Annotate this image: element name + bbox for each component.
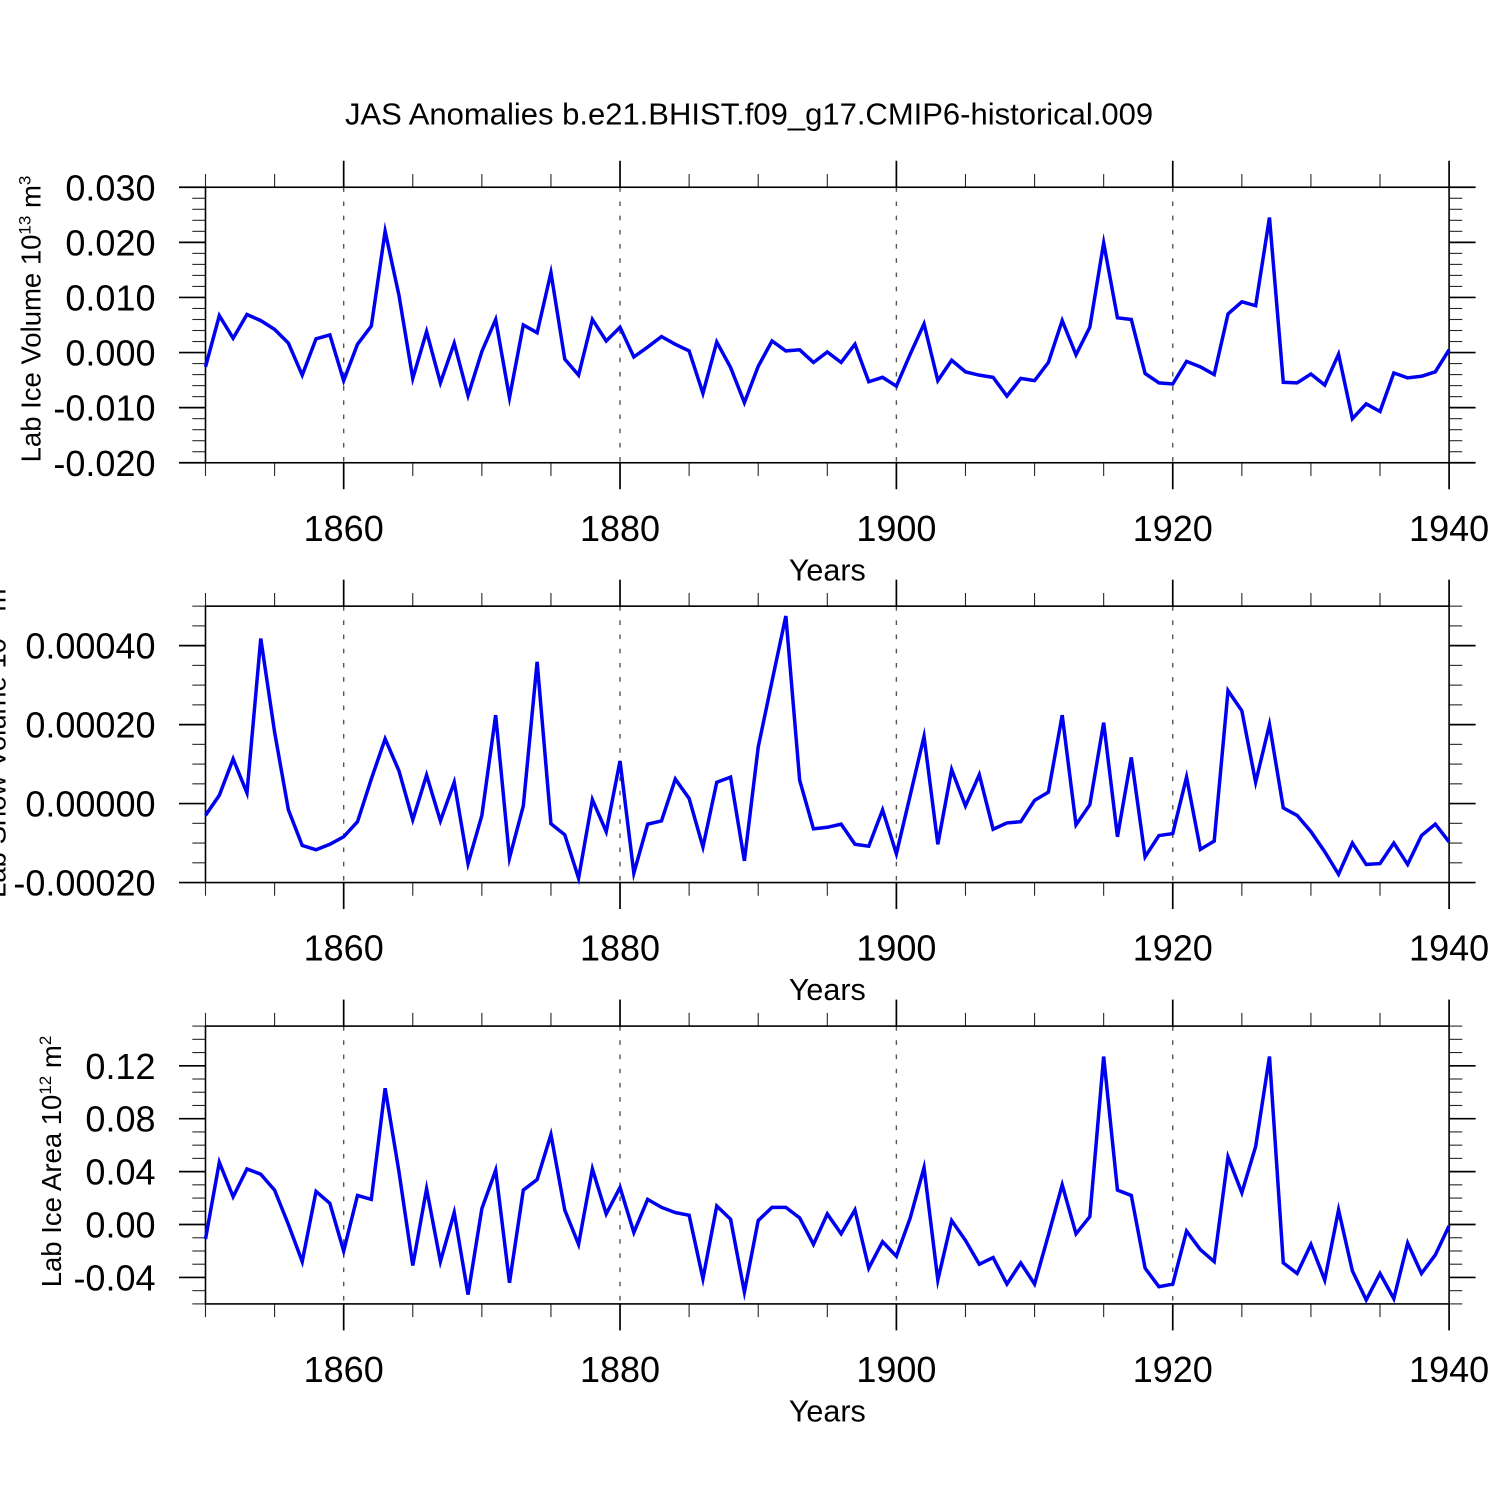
svg-text:1940: 1940 (1409, 1349, 1489, 1390)
svg-text:JAS Anomalies b.e21.BHIST.f09_: JAS Anomalies b.e21.BHIST.f09_g17.CMIP6-… (345, 97, 1153, 132)
svg-text:0.12: 0.12 (85, 1046, 155, 1087)
svg-text:0.030: 0.030 (65, 167, 155, 208)
svg-text:1880: 1880 (580, 508, 660, 549)
svg-text:1900: 1900 (856, 928, 936, 969)
svg-text:-0.04: -0.04 (73, 1257, 155, 1298)
svg-text:1860: 1860 (304, 1349, 384, 1390)
svg-text:Years: Years (789, 973, 866, 1007)
svg-text:1880: 1880 (580, 928, 660, 969)
svg-text:1860: 1860 (304, 508, 384, 549)
svg-text:0.04: 0.04 (85, 1152, 155, 1193)
svg-text:1880: 1880 (580, 1349, 660, 1390)
svg-text:1920: 1920 (1133, 508, 1213, 549)
svg-text:1900: 1900 (856, 1349, 936, 1390)
svg-text:-0.020: -0.020 (53, 443, 155, 484)
svg-text:1860: 1860 (304, 928, 384, 969)
svg-text:0.000: 0.000 (65, 333, 155, 374)
svg-text:-0.00020: -0.00020 (13, 863, 155, 904)
svg-text:1920: 1920 (1133, 928, 1213, 969)
svg-text:1940: 1940 (1409, 508, 1489, 549)
svg-text:0.00020: 0.00020 (25, 705, 155, 746)
svg-text:0.00040: 0.00040 (25, 626, 155, 667)
svg-text:0.00000: 0.00000 (25, 784, 155, 825)
svg-text:1940: 1940 (1409, 928, 1489, 969)
svg-text:1900: 1900 (856, 508, 936, 549)
svg-text:Lab Snow Volume 1013 m3: Lab Snow Volume 1013 m3 (0, 579, 12, 898)
svg-text:Years: Years (789, 1394, 866, 1428)
svg-text:0.010: 0.010 (65, 277, 155, 318)
svg-text:1920: 1920 (1133, 1349, 1213, 1390)
svg-text:Lab Ice Area 1012 m2: Lab Ice Area 1012 m2 (36, 1036, 67, 1288)
svg-text:Years: Years (789, 553, 866, 587)
svg-text:0.08: 0.08 (85, 1099, 155, 1140)
svg-text:-0.010: -0.010 (53, 388, 155, 429)
svg-text:0.00: 0.00 (85, 1205, 155, 1246)
svg-text:0.020: 0.020 (65, 222, 155, 263)
